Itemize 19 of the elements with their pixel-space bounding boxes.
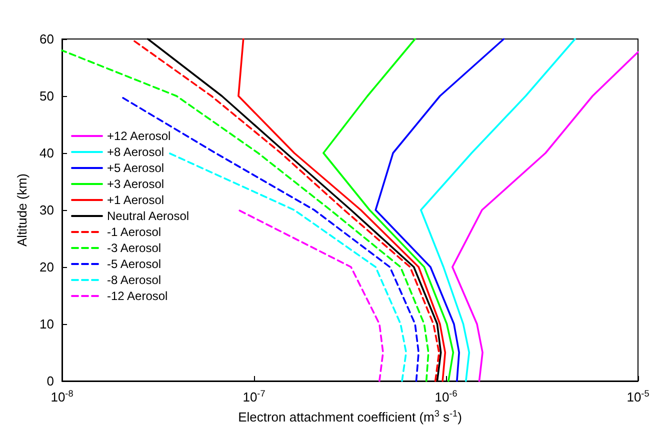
legend-label: +3 Aerosol [107,177,164,191]
y-axis-title: Altitude (km) [14,174,30,246]
y-tick-label: 50 [40,88,54,104]
legend-label: -8 Aerosol [107,273,162,287]
y-tick-label: 60 [40,32,54,46]
legend-label: -12 Aerosol [107,289,168,303]
legend-label: Neutral Aerosol [107,209,190,223]
legend-label: +8 Aerosol [107,145,164,159]
legend-label: +5 Aerosol [107,161,164,175]
y-tick-label: 20 [40,260,54,274]
y-tick-label: 10 [40,316,54,332]
legend-label: -5 Aerosol [107,257,162,271]
y-tick-label: 40 [40,146,54,160]
legend-label: +1 Aerosol [107,193,164,207]
y-tick-label: 0 [46,374,54,388]
legend-label: -1 Aerosol [107,225,162,239]
y-tick-label: 30 [40,202,54,218]
legend-label: +12 Aerosol [107,129,171,143]
legend-label: -3 Aerosol [107,241,162,255]
